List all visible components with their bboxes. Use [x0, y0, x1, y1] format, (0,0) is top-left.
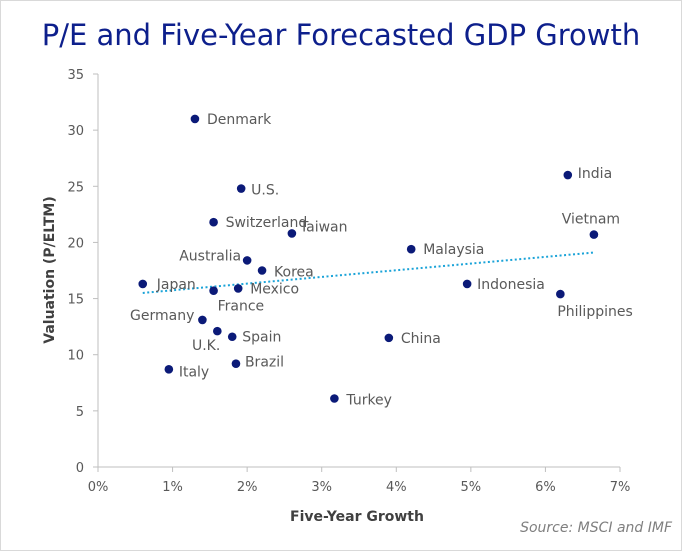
y-tick-label: 25 [67, 180, 84, 195]
data-point-mexico [233, 284, 243, 293]
data-point-korea [257, 266, 267, 275]
axes: 0% 1% 2% 3% 4% 5% 6% 7% 0 5 10 15 20 25 30 35 [67, 68, 630, 495]
point-label: China [401, 331, 441, 347]
y-tick-label: 10 [67, 349, 84, 364]
data-point-turkey [330, 394, 339, 403]
data-point-taiwan [287, 229, 297, 238]
data-point-switzerland [209, 217, 218, 227]
point-label: Indonesia [477, 277, 545, 293]
point-label: Turkey [345, 393, 392, 409]
data-point-china [384, 333, 394, 343]
trendline [142, 251, 594, 294]
x-axis-title: Five-Year Growth [290, 509, 424, 525]
chart-title: P/E and Five-Year Forecasted GDP Growth [41, 18, 641, 52]
point-label: France [218, 299, 265, 315]
point-label: Japan [156, 277, 196, 293]
data-point-denmark [190, 114, 200, 124]
point-label: India [578, 166, 612, 182]
data-point-indonesia [462, 279, 472, 289]
y-tick-label: 15 [67, 293, 84, 308]
x-tick-label: 5% [461, 480, 482, 495]
point-label: U.S. [251, 183, 279, 199]
point-label: Malaysia [423, 242, 484, 258]
y-axis-title: Valuation (P/ELTM) [42, 196, 58, 344]
point-label: Spain [242, 330, 281, 346]
data-point-spain [227, 332, 237, 342]
x-tick-label: 1% [162, 480, 183, 495]
point-label: Italy [179, 364, 209, 380]
y-tick-label: 35 [67, 68, 84, 83]
x-tick-label: 0% [88, 480, 109, 495]
data-point-philippines [556, 289, 565, 299]
data-point-japan [138, 279, 148, 289]
x-tick-label: 2% [237, 480, 258, 495]
data-point-vietnam [589, 230, 599, 239]
data-point-u-k [213, 326, 222, 336]
data-point-brazil [231, 359, 241, 368]
point-label: U.K. [192, 338, 220, 354]
y-tick-label: 0 [76, 461, 84, 476]
point-label: Vietnam [562, 212, 620, 228]
data-point-france [209, 286, 218, 296]
x-tick-label: 3% [311, 480, 332, 495]
point-label: Korea [274, 265, 314, 281]
data-point-italy [164, 365, 174, 374]
data-point-india [563, 170, 573, 180]
y-tick-label: 30 [67, 124, 84, 139]
point-label: Brazil [245, 355, 284, 371]
data-point-u-s [236, 184, 246, 193]
y-tick-label: 20 [67, 236, 84, 251]
data-point-malaysia [406, 244, 416, 254]
point-label: Germany [130, 308, 194, 324]
source-note: Source: MSCI and IMF [520, 520, 672, 536]
point-label: Taiwan [299, 219, 348, 235]
trendline-group [142, 251, 594, 294]
point-label: Australia [179, 248, 241, 264]
x-tick-label: 7% [610, 480, 631, 495]
point-label: Denmark [207, 112, 272, 128]
data-point-germany [198, 315, 207, 325]
x-tick-label: 4% [386, 480, 407, 495]
data-points [138, 114, 599, 403]
point-label: Mexico [250, 281, 299, 297]
point-label: Philippines [557, 304, 632, 320]
data-point-australia [242, 256, 252, 265]
y-tick-label: 5 [76, 405, 84, 420]
x-tick-label: 6% [535, 480, 556, 495]
point-label: Switzerland [226, 215, 308, 231]
